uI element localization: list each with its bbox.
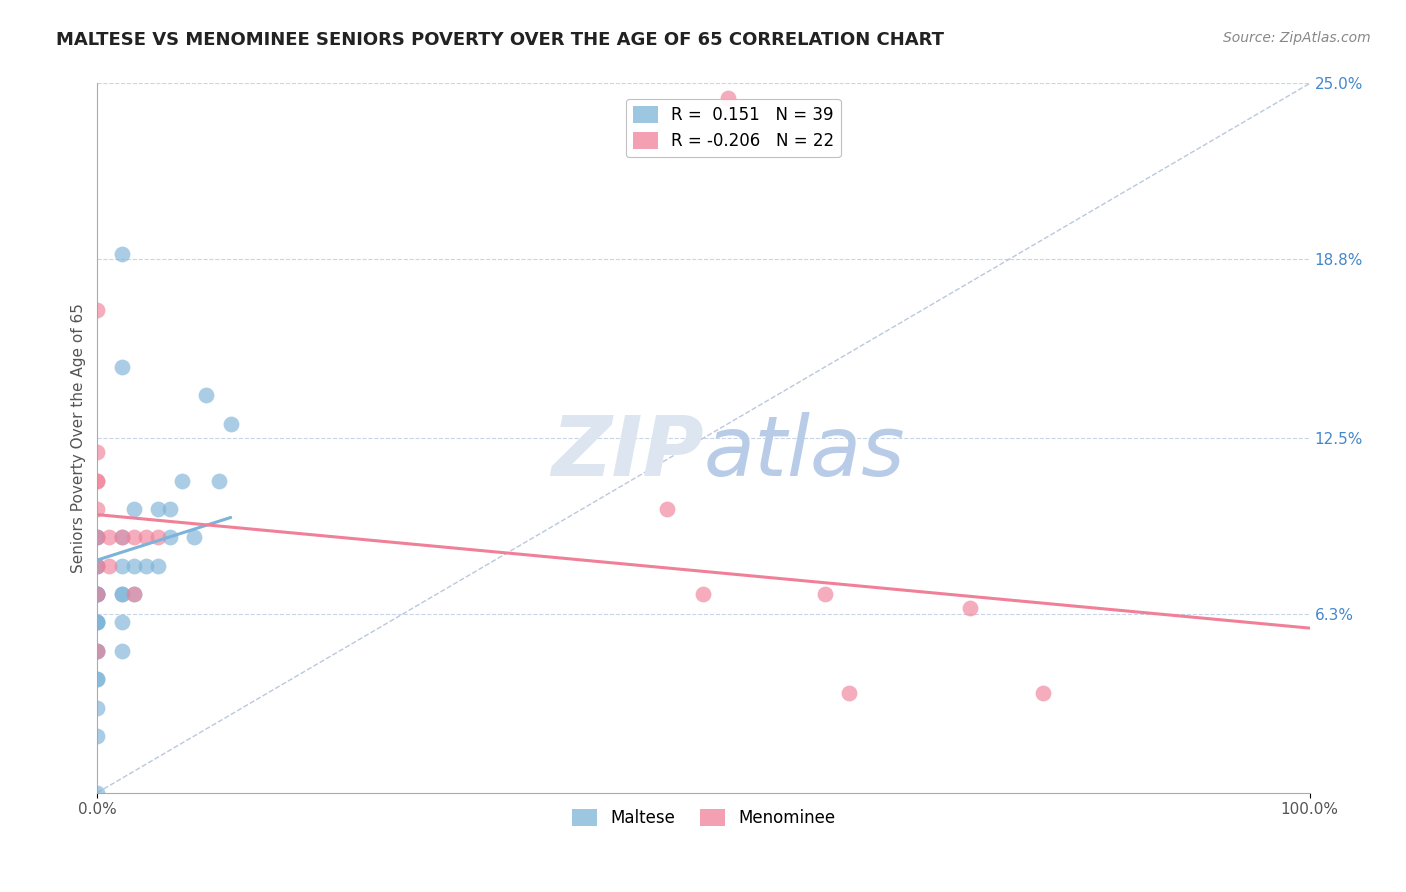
Legend: Maltese, Menominee: Maltese, Menominee [565,803,842,834]
Point [86,615,108,630]
Point [110,558,132,573]
Point [122,587,145,601]
Point [98,530,121,544]
Point [838,686,860,700]
Point [1032,686,1054,700]
Point [86,558,108,573]
Point [122,558,145,573]
Point [86,530,108,544]
Point [110,360,132,375]
Point [195,388,218,402]
Point [86,615,108,630]
Point [86,558,108,573]
Point [159,530,181,544]
Point [159,502,181,516]
Point [86,672,108,686]
Point [146,558,169,573]
Point [219,417,242,431]
Point [207,474,229,488]
Text: Source: ZipAtlas.com: Source: ZipAtlas.com [1223,31,1371,45]
Point [110,587,132,601]
Point [122,587,145,601]
Point [86,729,108,743]
Point [86,587,108,601]
Point [110,530,132,544]
Point [86,474,108,488]
Y-axis label: Seniors Poverty Over the Age of 65: Seniors Poverty Over the Age of 65 [72,303,86,573]
Point [717,90,740,104]
Point [146,502,169,516]
Point [183,530,205,544]
Point [110,530,132,544]
Point [122,502,145,516]
Point [959,601,981,615]
Point [86,474,108,488]
Point [86,445,108,459]
Point [86,786,108,800]
Point [86,700,108,714]
Point [135,530,157,544]
Point [86,530,108,544]
Point [135,558,157,573]
Text: atlas: atlas [703,412,905,492]
Point [86,558,108,573]
Point [86,644,108,658]
Point [110,246,132,260]
Point [86,587,108,601]
Point [110,615,132,630]
Point [86,672,108,686]
Point [122,530,145,544]
Point [146,530,169,544]
Point [86,644,108,658]
Point [814,587,837,601]
Point [86,644,108,658]
Point [86,303,108,318]
Point [110,644,132,658]
Point [86,615,108,630]
Text: MALTESE VS MENOMINEE SENIORS POVERTY OVER THE AGE OF 65 CORRELATION CHART: MALTESE VS MENOMINEE SENIORS POVERTY OVE… [56,31,945,49]
Point [86,587,108,601]
Point [86,587,108,601]
Point [86,587,108,601]
Point [172,474,194,488]
Text: ZIP: ZIP [551,412,703,492]
Point [86,502,108,516]
Point [692,587,714,601]
Point [98,558,121,573]
Point [86,530,108,544]
Point [655,502,678,516]
Point [110,587,132,601]
